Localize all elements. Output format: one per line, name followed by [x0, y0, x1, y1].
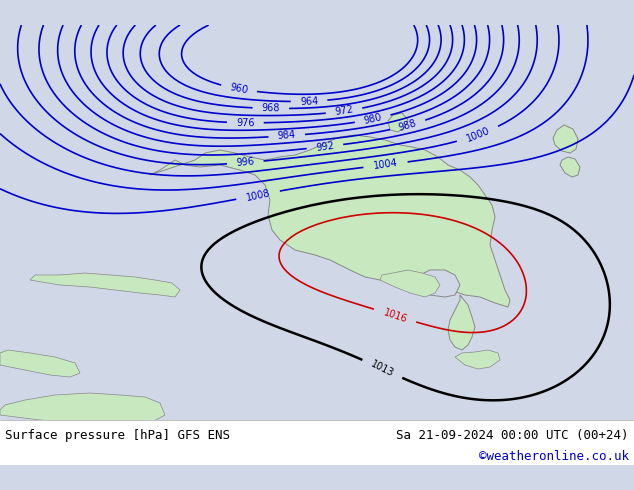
Text: ©weatheronline.co.uk: ©weatheronline.co.uk — [479, 449, 629, 463]
Text: 1016: 1016 — [382, 307, 408, 324]
Polygon shape — [388, 113, 408, 132]
Text: 972: 972 — [334, 105, 354, 118]
Text: 1013: 1013 — [369, 359, 396, 379]
Text: 976: 976 — [236, 118, 255, 128]
Polygon shape — [560, 157, 580, 177]
Text: 984: 984 — [277, 130, 296, 142]
Bar — [0, 420, 634, 465]
Text: 988: 988 — [398, 118, 418, 133]
Text: 964: 964 — [300, 96, 318, 106]
Text: 960: 960 — [229, 82, 249, 96]
Polygon shape — [150, 135, 510, 307]
Polygon shape — [553, 125, 578, 153]
Text: 996: 996 — [236, 157, 255, 169]
Polygon shape — [0, 393, 165, 425]
Polygon shape — [415, 270, 460, 297]
Text: Sa 21-09-2024 00:00 UTC (00+24): Sa 21-09-2024 00:00 UTC (00+24) — [396, 429, 629, 442]
Polygon shape — [30, 273, 180, 297]
Text: 968: 968 — [261, 103, 280, 114]
Text: 980: 980 — [363, 112, 383, 126]
Text: 1000: 1000 — [465, 125, 491, 144]
Text: 1004: 1004 — [373, 158, 398, 172]
Polygon shape — [448, 295, 475, 350]
Polygon shape — [380, 270, 440, 297]
Polygon shape — [0, 350, 80, 377]
Text: 1008: 1008 — [245, 188, 271, 202]
Polygon shape — [455, 350, 500, 369]
Text: Surface pressure [hPa] GFS ENS: Surface pressure [hPa] GFS ENS — [5, 429, 230, 442]
Text: 992: 992 — [315, 141, 335, 153]
